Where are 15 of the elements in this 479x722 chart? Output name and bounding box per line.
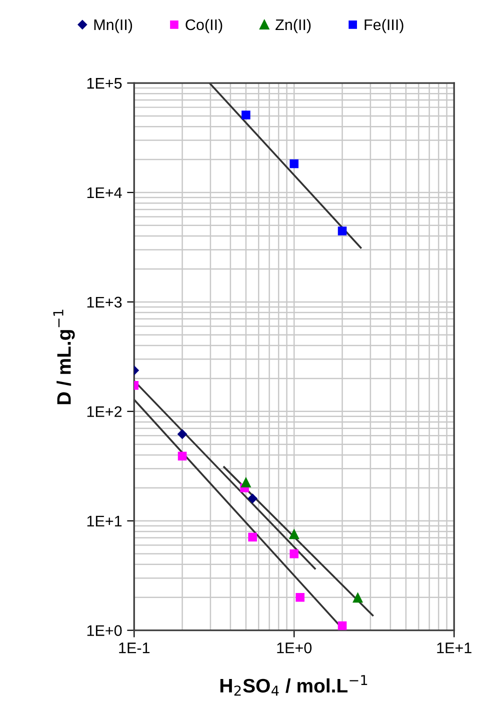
- x-tick-label: 1E-1: [119, 642, 150, 654]
- y-tick-label: 1E+1: [87, 516, 122, 526]
- y-tick-label: 1E+5: [87, 78, 122, 89]
- y-tick-label: 1E+0: [87, 625, 122, 636]
- legend-label: Fe(III): [364, 18, 404, 34]
- y-tick-label: 1E+4: [87, 188, 122, 198]
- x-tick-label: 1E+0: [277, 642, 312, 654]
- legend-label: Mn(II): [94, 18, 132, 34]
- legend-label: Zn(II): [276, 18, 311, 34]
- legend-label: Co(II): [186, 18, 222, 34]
- x-tick-label: 1E+1: [437, 642, 472, 654]
- y-axis-title: D / mL.g$^{−1}$: [53, 310, 75, 404]
- y-tick-label: 1E+3: [87, 296, 122, 308]
- y-tick-label: 1E+2: [87, 406, 122, 417]
- x-axis-title: H$_{2}$SO$_{4}$ / mol.L$^{−1}$: [220, 675, 368, 696]
